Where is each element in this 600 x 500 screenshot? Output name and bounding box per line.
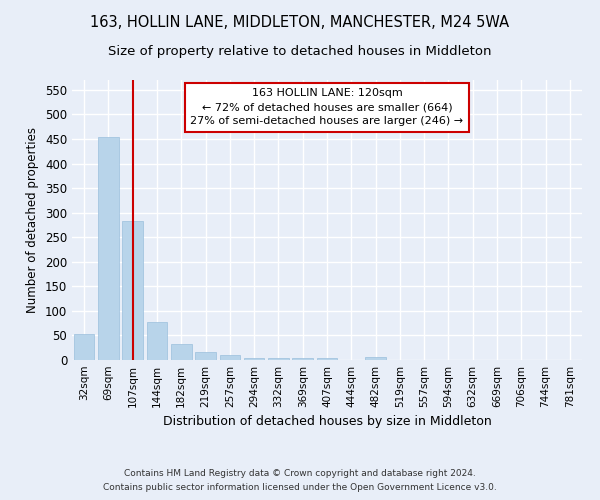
Text: Contains public sector information licensed under the Open Government Licence v3: Contains public sector information licen… [103,484,497,492]
Bar [171,344,191,360]
Bar [146,322,167,360]
X-axis label: Distribution of detached houses by size in Middleton: Distribution of detached houses by size … [163,416,491,428]
Bar [292,358,313,360]
Text: Contains HM Land Registry data © Crown copyright and database right 2024.: Contains HM Land Registry data © Crown c… [124,468,476,477]
Text: 163 HOLLIN LANE: 120sqm
← 72% of detached houses are smaller (664)
27% of semi-d: 163 HOLLIN LANE: 120sqm ← 72% of detache… [190,88,464,126]
Text: Size of property relative to detached houses in Middleton: Size of property relative to detached ho… [108,45,492,58]
Bar [74,334,94,360]
Bar [122,221,143,360]
Bar [195,352,216,360]
Bar [365,357,386,360]
Bar [317,358,337,360]
Bar [268,358,289,360]
Bar [98,138,119,360]
Bar [244,358,265,360]
Y-axis label: Number of detached properties: Number of detached properties [26,127,40,313]
Bar [220,355,240,360]
Text: 163, HOLLIN LANE, MIDDLETON, MANCHESTER, M24 5WA: 163, HOLLIN LANE, MIDDLETON, MANCHESTER,… [91,15,509,30]
